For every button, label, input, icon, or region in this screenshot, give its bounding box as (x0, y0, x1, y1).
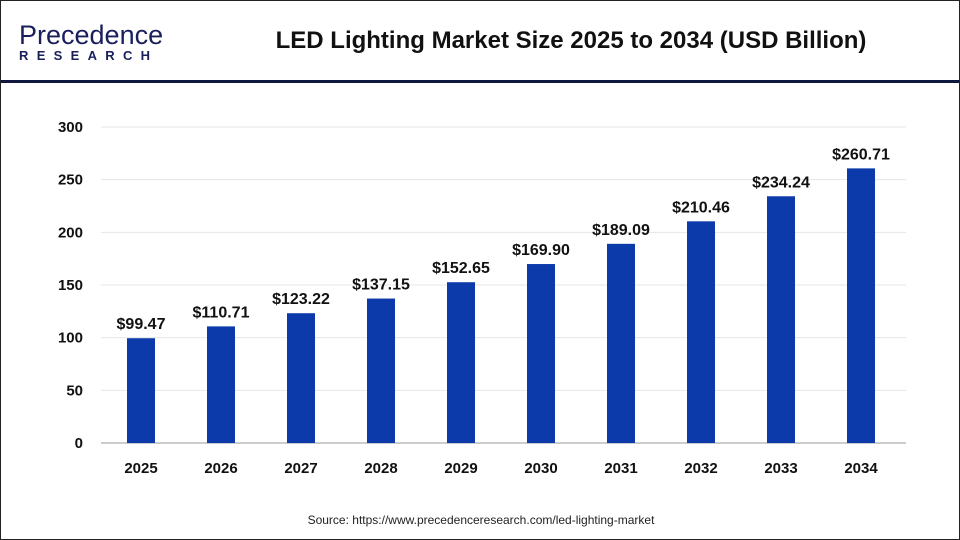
y-tick-label: 0 (75, 435, 83, 452)
x-tick-label: 2033 (764, 460, 797, 477)
x-tick-label: 2029 (444, 460, 477, 477)
header-divider (1, 80, 959, 83)
precedence-research-logo: Precedence RESEARCH (19, 21, 163, 63)
data-label: $110.71 (193, 304, 250, 321)
y-tick-label: 150 (58, 277, 83, 294)
bar (287, 313, 315, 443)
x-tick-label: 2031 (604, 460, 637, 477)
data-label: $152.65 (432, 260, 490, 277)
bar (127, 338, 155, 443)
source-note: Source: https://www.precedenceresearch.c… (307, 513, 655, 527)
data-label: $123.22 (272, 291, 330, 308)
bar (207, 326, 235, 443)
x-tick-label: 2027 (284, 460, 317, 477)
bar (767, 196, 795, 443)
x-tick-label: 2032 (684, 460, 717, 477)
x-tick-label: 2025 (124, 460, 157, 477)
y-tick-label: 100 (58, 330, 83, 347)
data-label: $137.15 (352, 277, 410, 294)
chart-title: LED Lighting Market Size 2025 to 2034 (U… (275, 27, 867, 54)
bar (447, 282, 475, 443)
bar (847, 168, 875, 443)
data-label: $210.46 (672, 199, 730, 216)
data-label: $260.71 (832, 146, 890, 163)
x-tick-label: 2028 (364, 460, 397, 477)
data-label: $234.24 (752, 174, 810, 191)
y-tick-label: 250 (58, 172, 83, 189)
x-tick-label: 2030 (524, 460, 557, 477)
x-tick-label: 2026 (204, 460, 237, 477)
logo-line1: Precedence (19, 20, 164, 50)
bar (527, 264, 555, 443)
y-tick-label: 200 (58, 224, 83, 241)
bar (687, 221, 715, 443)
bar (607, 243, 635, 443)
logo-line2: RESEARCH (19, 48, 159, 63)
data-label: $169.90 (512, 242, 570, 259)
y-tick-label: 300 (58, 119, 83, 136)
x-tick-label: 2034 (844, 460, 878, 477)
data-label: $99.47 (117, 316, 166, 333)
bar (367, 298, 395, 443)
data-label: $189.09 (592, 222, 650, 239)
y-tick-label: 50 (66, 382, 83, 399)
